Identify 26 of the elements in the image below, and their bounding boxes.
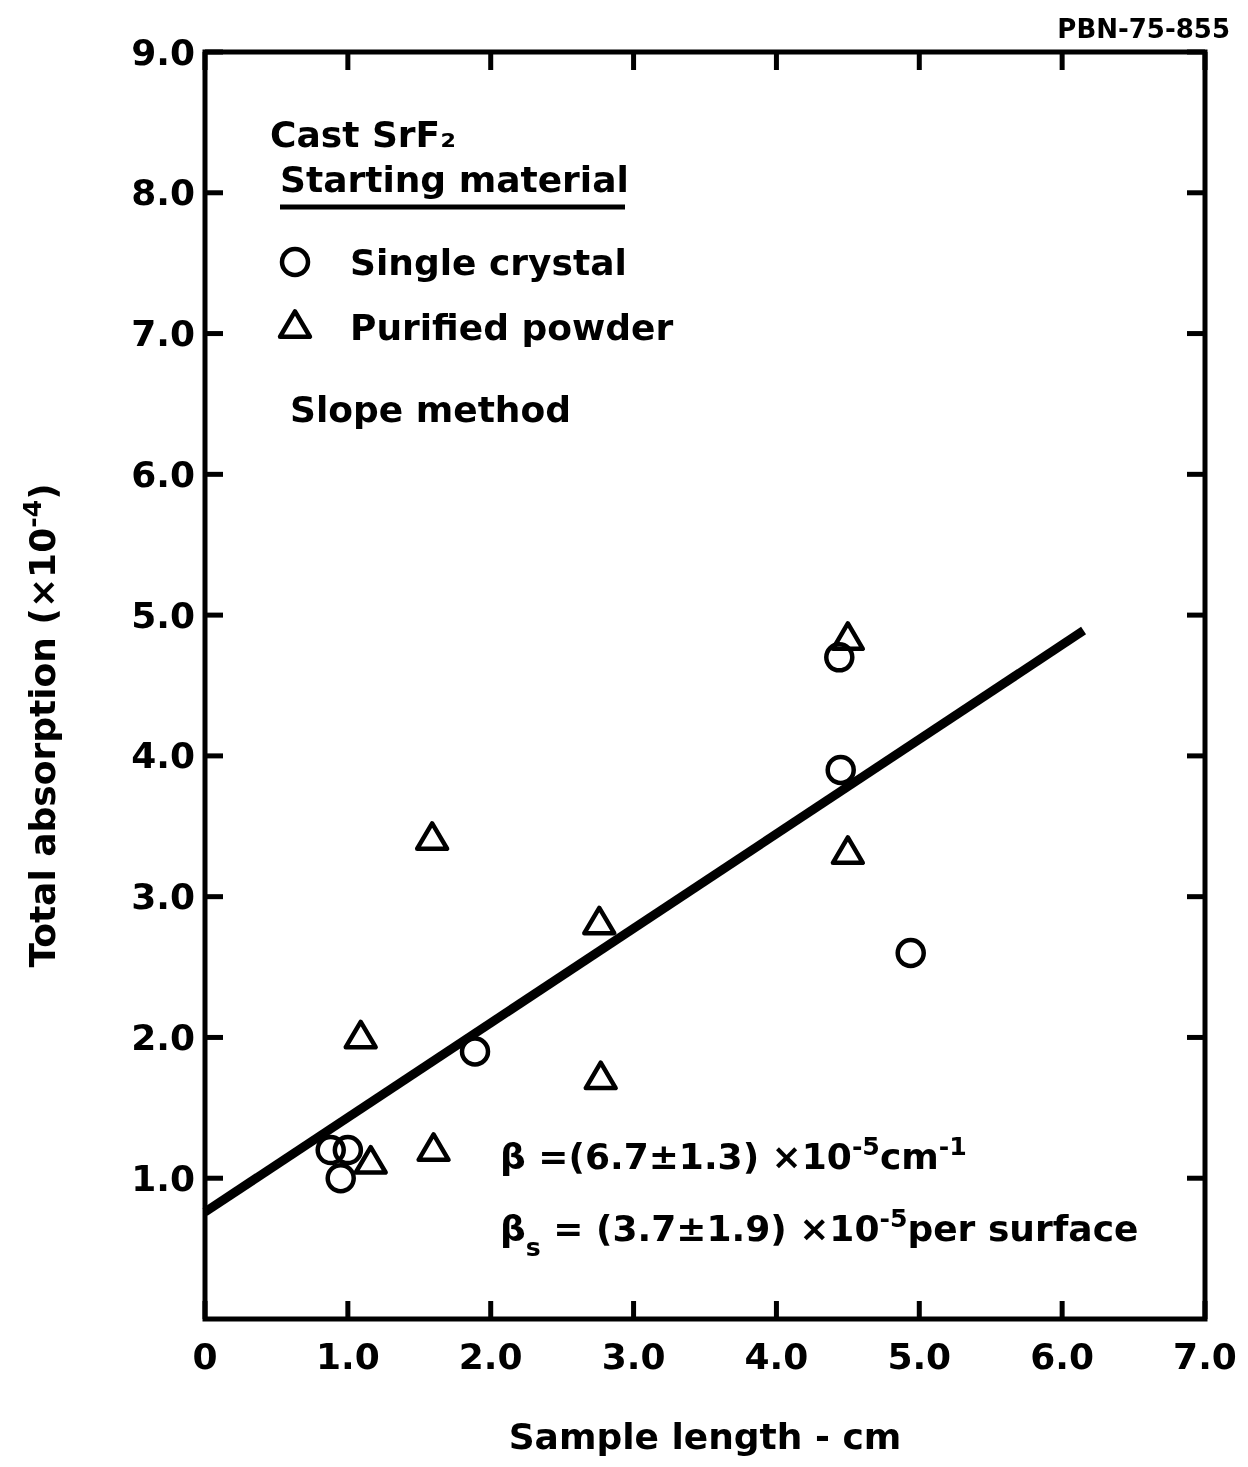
- x-tick-label: 7.0: [1173, 1336, 1237, 1377]
- text: PBN-75-855: [1057, 14, 1230, 44]
- legend-label: Purified powder: [350, 306, 674, 348]
- y-tick-label: 6.0: [131, 453, 195, 495]
- annotation: β$_{s}$ = (3.7±1.9) ×10$^{-5}$per surface: [500, 1203, 1139, 1262]
- x-tick-label: 5.0: [887, 1336, 952, 1377]
- y-tick-label: 4.0: [131, 735, 195, 777]
- y-tick-label: 8.0: [131, 172, 195, 214]
- x-tick-label: 4.0: [744, 1336, 809, 1377]
- x-tick-label: 0: [192, 1336, 218, 1377]
- legend-label: Single crystal: [350, 241, 627, 283]
- y-tick-label: 7.0: [131, 313, 195, 355]
- y-tick-label: 5.0: [131, 594, 195, 636]
- annotation: Slope method: [290, 389, 571, 430]
- y-tick-label: 3.0: [131, 876, 195, 918]
- x-tick-label: 2.0: [458, 1336, 523, 1377]
- y-tick-label: 9.0: [131, 31, 195, 73]
- x-tick-label: 1.0: [315, 1336, 380, 1377]
- y-tick-label: 1.0: [131, 1157, 195, 1199]
- x-tick-label: 3.0: [601, 1336, 666, 1377]
- annotation: β =(6.7±1.3) ×10$^{-5}$cm$^{-1}$: [500, 1131, 967, 1177]
- y-tick-label: 2.0: [131, 1016, 195, 1058]
- x-tick-label: 6.0: [1030, 1336, 1095, 1377]
- text: Cast SrF₂: [270, 114, 456, 155]
- x-axis-title: Sample length - cm: [508, 1416, 902, 1457]
- legend-title: Starting material: [280, 159, 629, 200]
